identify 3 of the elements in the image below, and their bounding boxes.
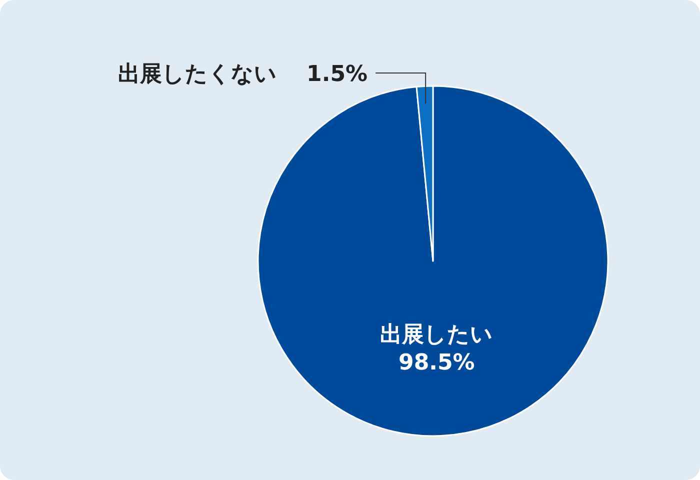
slice-label: 出展したくない 1.5% (118, 62, 368, 87)
slice-label: 出展したい (380, 322, 494, 348)
data-label: 98.5% (398, 350, 475, 376)
